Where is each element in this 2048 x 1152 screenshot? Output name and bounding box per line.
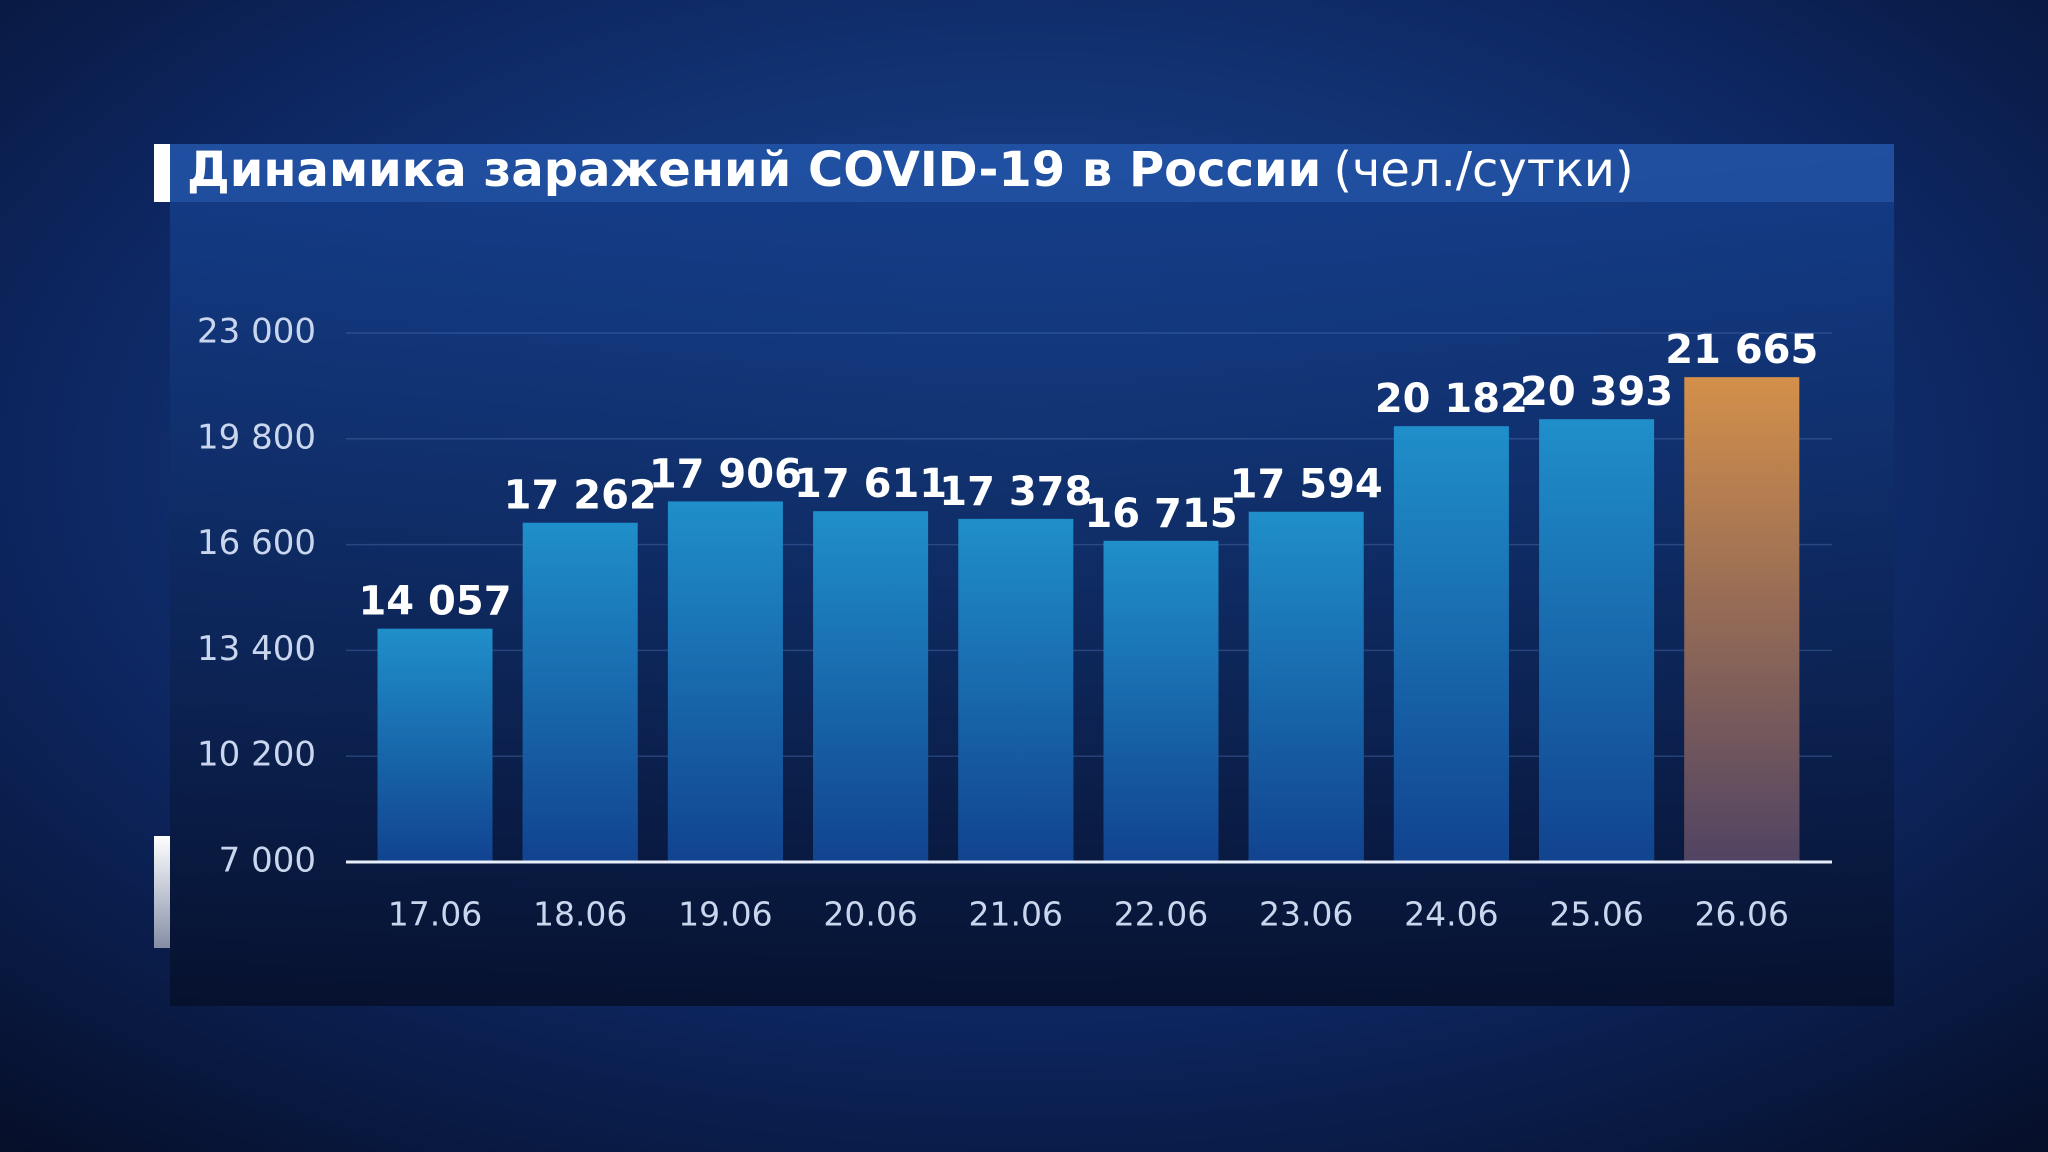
bar-shade	[813, 511, 929, 862]
x-tick-label: 22.06	[1114, 895, 1208, 934]
y-tick-label: 7 000	[219, 841, 316, 881]
bar-shade	[1684, 377, 1800, 862]
x-tick-label: 25.06	[1549, 895, 1643, 934]
value-label: 20 182	[1375, 376, 1528, 422]
value-label: 17 906	[649, 451, 802, 497]
x-tick-label: 21.06	[969, 895, 1063, 934]
bar-shade	[1248, 511, 1364, 862]
value-label: 17 378	[939, 469, 1092, 515]
value-label: 21 665	[1665, 327, 1818, 373]
accent	[154, 836, 170, 948]
value-label: 16 715	[1084, 491, 1237, 537]
bar-shade	[958, 518, 1074, 862]
bar-shade	[377, 628, 493, 862]
x-tick-label: 18.06	[533, 895, 627, 934]
title-bar	[170, 144, 1894, 202]
x-tick-label: 26.06	[1695, 895, 1789, 934]
bar-shade	[522, 522, 638, 862]
y-tick-label: 13 400	[197, 629, 316, 669]
bar-shade	[1103, 540, 1219, 862]
x-tick-label: 23.06	[1259, 895, 1353, 934]
value-label: 17 262	[504, 473, 657, 519]
y-tick-label: 16 600	[197, 523, 316, 563]
bar-shade	[667, 501, 783, 862]
value-label: 20 393	[1520, 369, 1673, 415]
x-tick-label: 20.06	[823, 895, 917, 934]
y-tick-label: 10 200	[197, 735, 316, 775]
unit: (чел./сутки)	[1333, 142, 1633, 198]
x-tick-label: 19.06	[678, 895, 772, 934]
chart-title: Динамика заражений COVID-19 в России (чел…	[187, 142, 1634, 198]
accent	[154, 144, 170, 202]
bar-shade	[1393, 426, 1509, 862]
x-tick-label: 17.06	[388, 895, 482, 934]
title: Динамика заражений COVID-19 в России	[187, 142, 1321, 198]
value-label: 17 594	[1230, 462, 1383, 508]
value-label: 17 611	[794, 461, 947, 507]
x-tick-label: 24.06	[1404, 895, 1498, 934]
bar-shade	[1539, 419, 1655, 862]
y-tick-label: 19 800	[197, 417, 316, 457]
y-tick-label: 23 000	[197, 312, 316, 352]
value-label: 14 057	[358, 579, 511, 625]
